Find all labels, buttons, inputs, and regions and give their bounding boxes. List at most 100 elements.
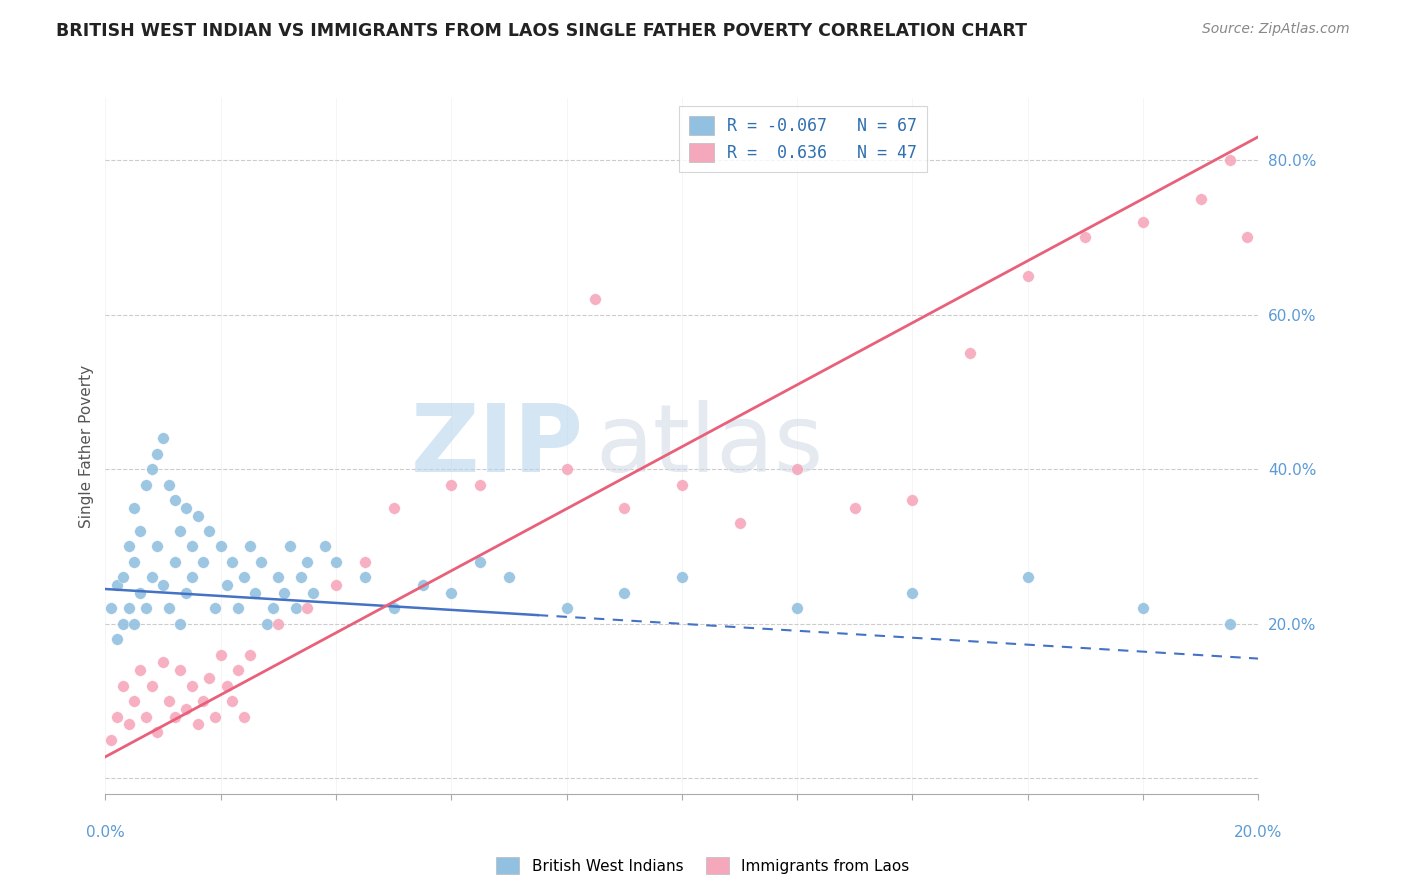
Point [221,694,243,708]
Point [354,570,377,584]
Point [786,462,808,476]
Point [198,524,221,538]
Point [204,601,226,615]
Point [239,648,262,662]
Point [181,570,204,584]
Point [613,500,636,515]
Point [198,671,221,685]
Point [157,477,180,491]
Point [174,586,197,600]
Point [1017,570,1039,584]
Point [267,616,290,631]
Point [412,578,434,592]
Point [100,601,122,615]
Point [498,570,520,584]
Point [325,578,347,592]
Point [169,616,191,631]
Point [105,709,128,723]
Point [187,717,209,731]
Point [1219,153,1241,167]
Point [844,500,866,515]
Point [215,679,238,693]
Point [1189,192,1212,206]
Point [193,555,215,569]
Point [671,477,693,491]
Point [267,570,290,584]
Point [302,586,325,600]
Point [163,709,186,723]
Point [613,586,636,600]
Point [117,601,139,615]
Point [440,477,463,491]
Point [169,663,191,677]
Point [273,586,295,600]
Point [174,702,197,716]
Point [105,632,128,647]
Point [117,540,139,554]
Point [209,648,232,662]
Point [290,570,312,584]
Point [129,663,152,677]
Point [1236,230,1258,244]
Point [901,493,924,508]
Point [239,540,262,554]
Point [314,540,336,554]
Point [284,601,307,615]
Point [232,570,254,584]
Point [152,656,174,670]
Point [124,500,146,515]
Point [585,292,607,306]
Point [1132,601,1154,615]
Point [382,601,405,615]
Point [124,616,146,631]
Point [470,555,492,569]
Point [959,346,981,360]
Legend: R = -0.067   N = 67, R =  0.636   N = 47: R = -0.067 N = 67, R = 0.636 N = 47 [679,106,927,172]
Point [129,586,152,600]
Point [1132,215,1154,229]
Point [901,586,924,600]
Point [141,570,163,584]
Point [124,555,146,569]
Point [470,477,492,491]
Text: 0.0%: 0.0% [86,825,125,840]
Point [221,555,243,569]
Text: ZIP: ZIP [411,400,583,492]
Point [215,578,238,592]
Point [117,717,139,731]
Point [141,679,163,693]
Point [100,732,122,747]
Point [226,601,249,615]
Point [111,570,134,584]
Point [187,508,209,523]
Point [1219,616,1241,631]
Point [146,540,169,554]
Point [181,540,204,554]
Point [193,694,215,708]
Point [232,709,254,723]
Point [297,601,319,615]
Point [382,500,405,515]
Text: 20.0%: 20.0% [1234,825,1282,840]
Point [262,601,284,615]
Point [152,578,174,592]
Point [157,694,180,708]
Point [174,500,197,515]
Point [111,679,134,693]
Point [226,663,249,677]
Point [129,524,152,538]
Point [440,586,463,600]
Text: Source: ZipAtlas.com: Source: ZipAtlas.com [1202,22,1350,37]
Point [256,616,278,631]
Point [245,586,267,600]
Point [163,555,186,569]
Point [297,555,319,569]
Point [181,679,204,693]
Point [1074,230,1097,244]
Point [124,694,146,708]
Point [152,431,174,445]
Point [728,516,751,531]
Point [163,493,186,508]
Point [141,462,163,476]
Point [354,555,377,569]
